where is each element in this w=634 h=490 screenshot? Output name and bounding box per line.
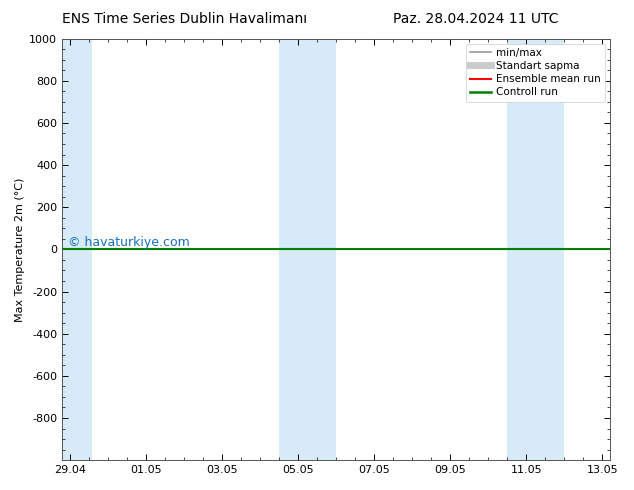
Bar <box>279 39 336 460</box>
Text: Paz. 28.04.2024 11 UTC: Paz. 28.04.2024 11 UTC <box>393 12 559 26</box>
Text: ENS Time Series Dublin Havalimanı: ENS Time Series Dublin Havalimanı <box>62 12 307 26</box>
Legend: min/max, Standart sapma, Ensemble mean run, Controll run: min/max, Standart sapma, Ensemble mean r… <box>466 44 605 101</box>
Text: © havaturkiye.com: © havaturkiye.com <box>67 236 190 249</box>
Bar <box>62 39 93 460</box>
Y-axis label: Max Temperature 2m (°C): Max Temperature 2m (°C) <box>15 177 25 321</box>
Bar <box>507 39 564 460</box>
